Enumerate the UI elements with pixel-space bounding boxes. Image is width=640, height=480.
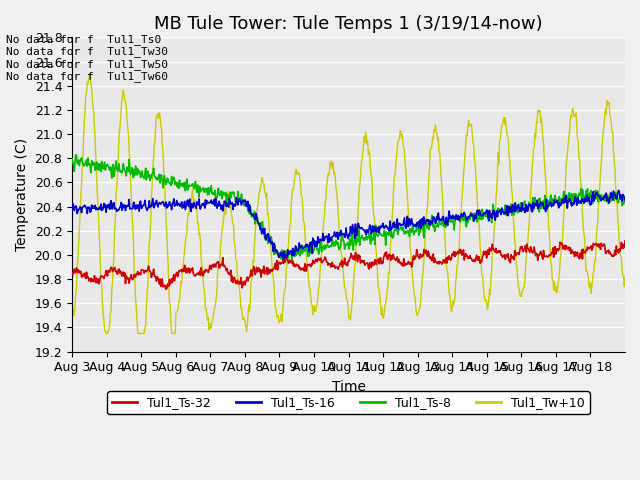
Legend: Tul1_Ts-32, Tul1_Ts-16, Tul1_Ts-8, Tul1_Tw+10: Tul1_Ts-32, Tul1_Ts-16, Tul1_Ts-8, Tul1_… bbox=[108, 391, 589, 414]
X-axis label: Time: Time bbox=[332, 380, 365, 394]
Text: No data for f  Tul1_Ts0
No data for f  Tul1_Tw30
No data for f  Tul1_Tw50
No dat: No data for f Tul1_Ts0 No data for f Tul… bbox=[6, 34, 168, 82]
Title: MB Tule Tower: Tule Temps 1 (3/19/14-now): MB Tule Tower: Tule Temps 1 (3/19/14-now… bbox=[154, 15, 543, 33]
Y-axis label: Temperature (C): Temperature (C) bbox=[15, 138, 29, 251]
